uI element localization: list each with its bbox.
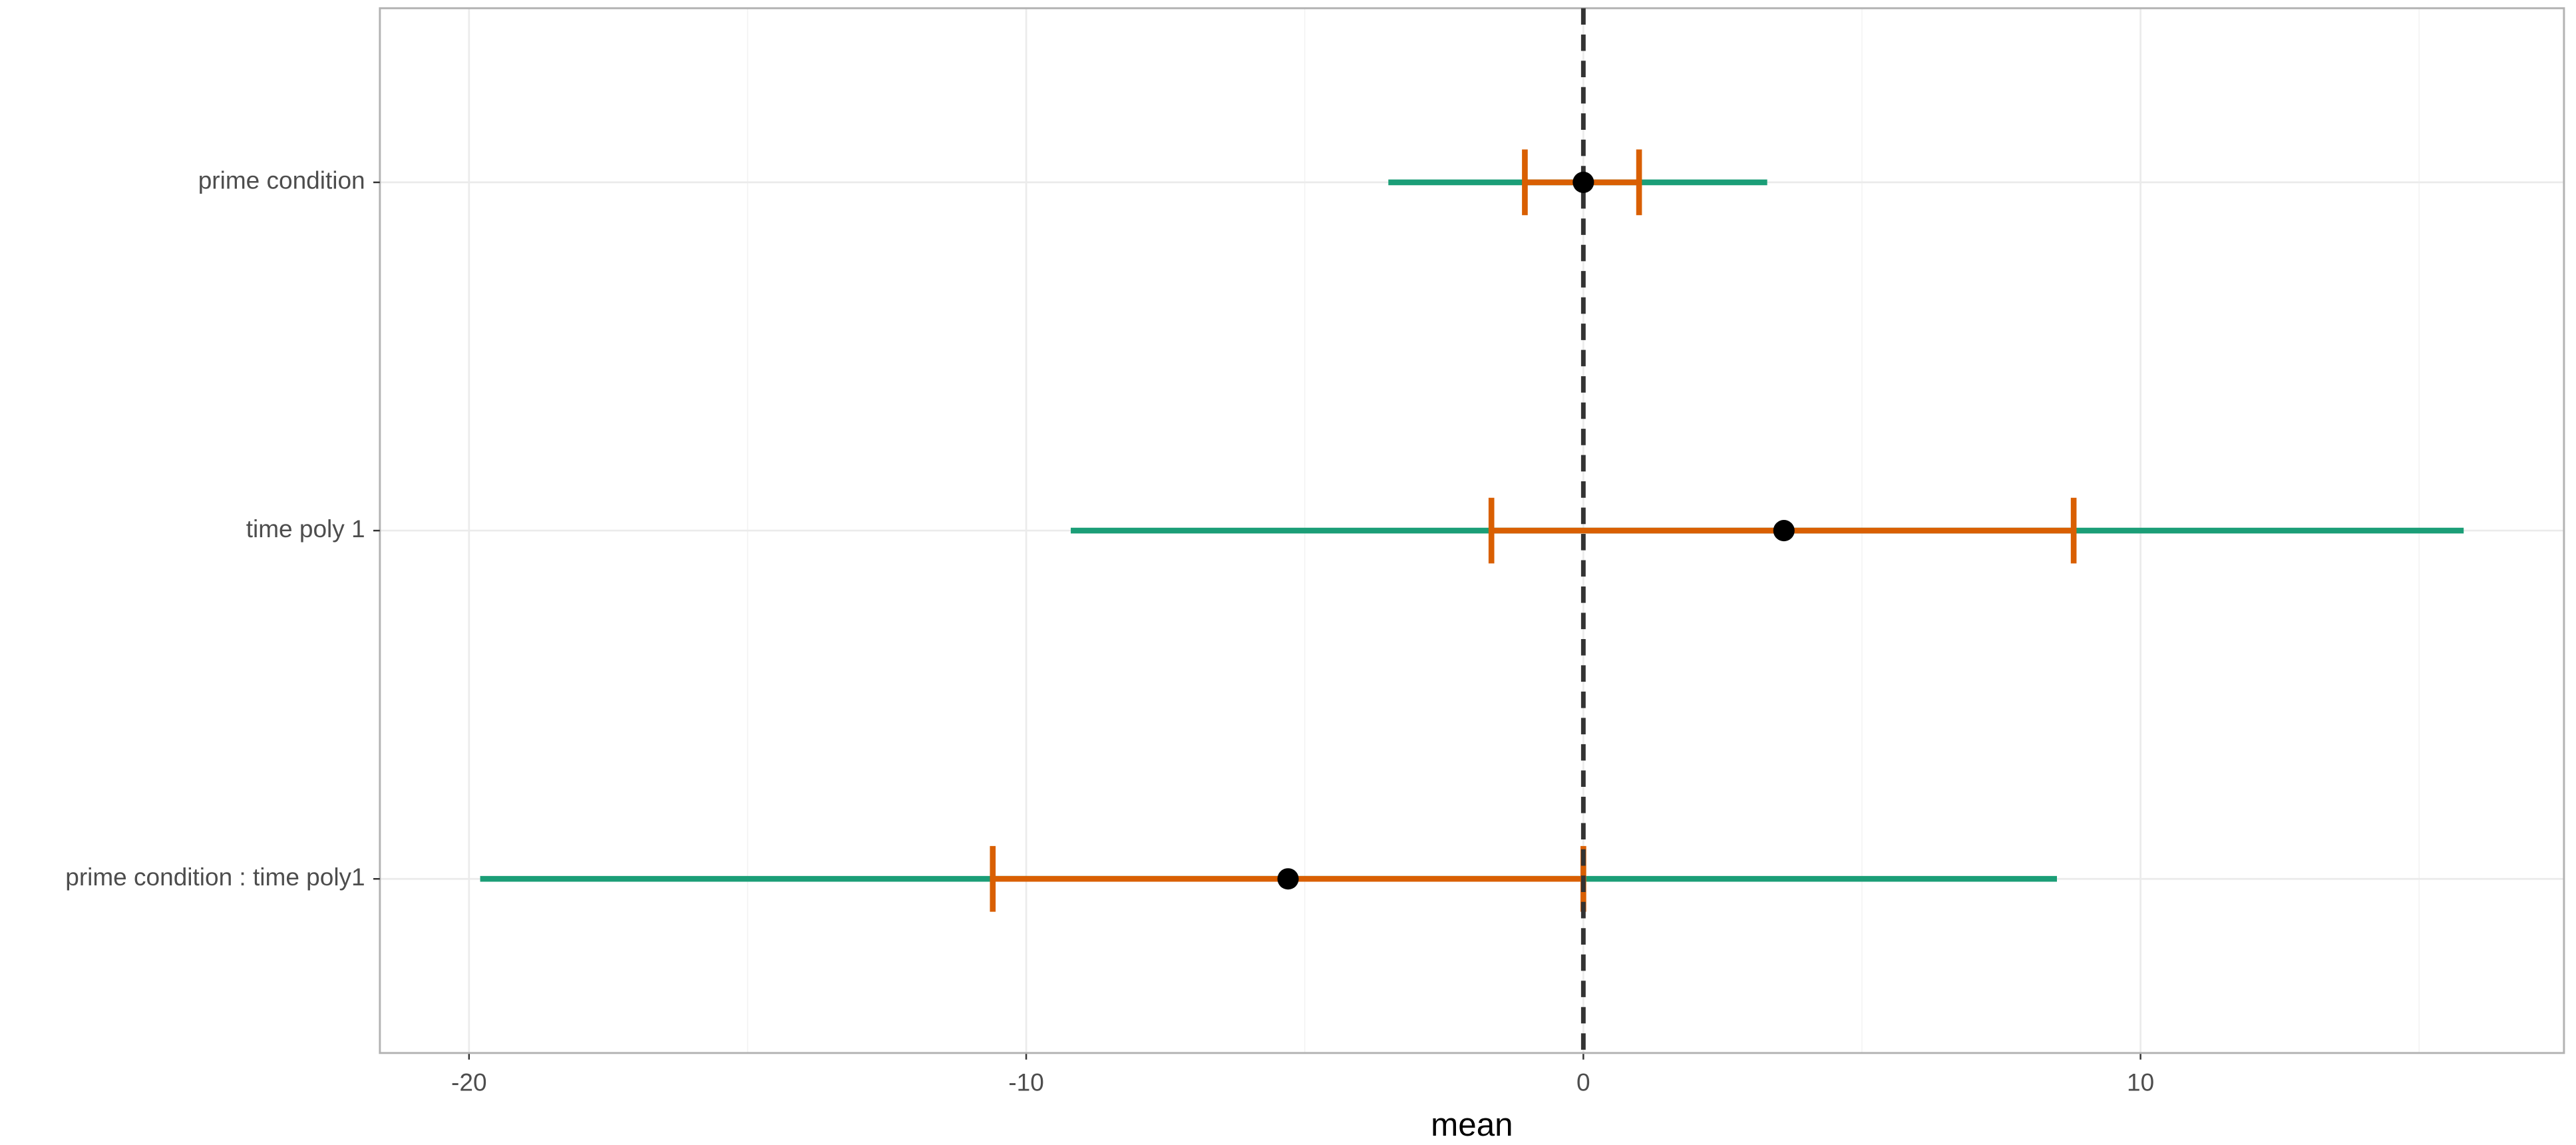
mean-point bbox=[1773, 520, 1795, 542]
x-tick-label: 10 bbox=[2127, 1068, 2154, 1096]
x-tick-label: 0 bbox=[1576, 1068, 1590, 1096]
x-axis-title: mean bbox=[1431, 1106, 1513, 1143]
mean-point bbox=[1277, 868, 1299, 890]
y-tick-label: time poly 1 bbox=[246, 515, 365, 543]
y-tick-label: prime condition bbox=[198, 166, 365, 194]
x-tick-label: -20 bbox=[451, 1068, 486, 1096]
x-tick-label: -10 bbox=[1008, 1068, 1043, 1096]
mean-point bbox=[1572, 171, 1594, 193]
y-tick-label: prime condition : time poly1 bbox=[65, 863, 365, 891]
